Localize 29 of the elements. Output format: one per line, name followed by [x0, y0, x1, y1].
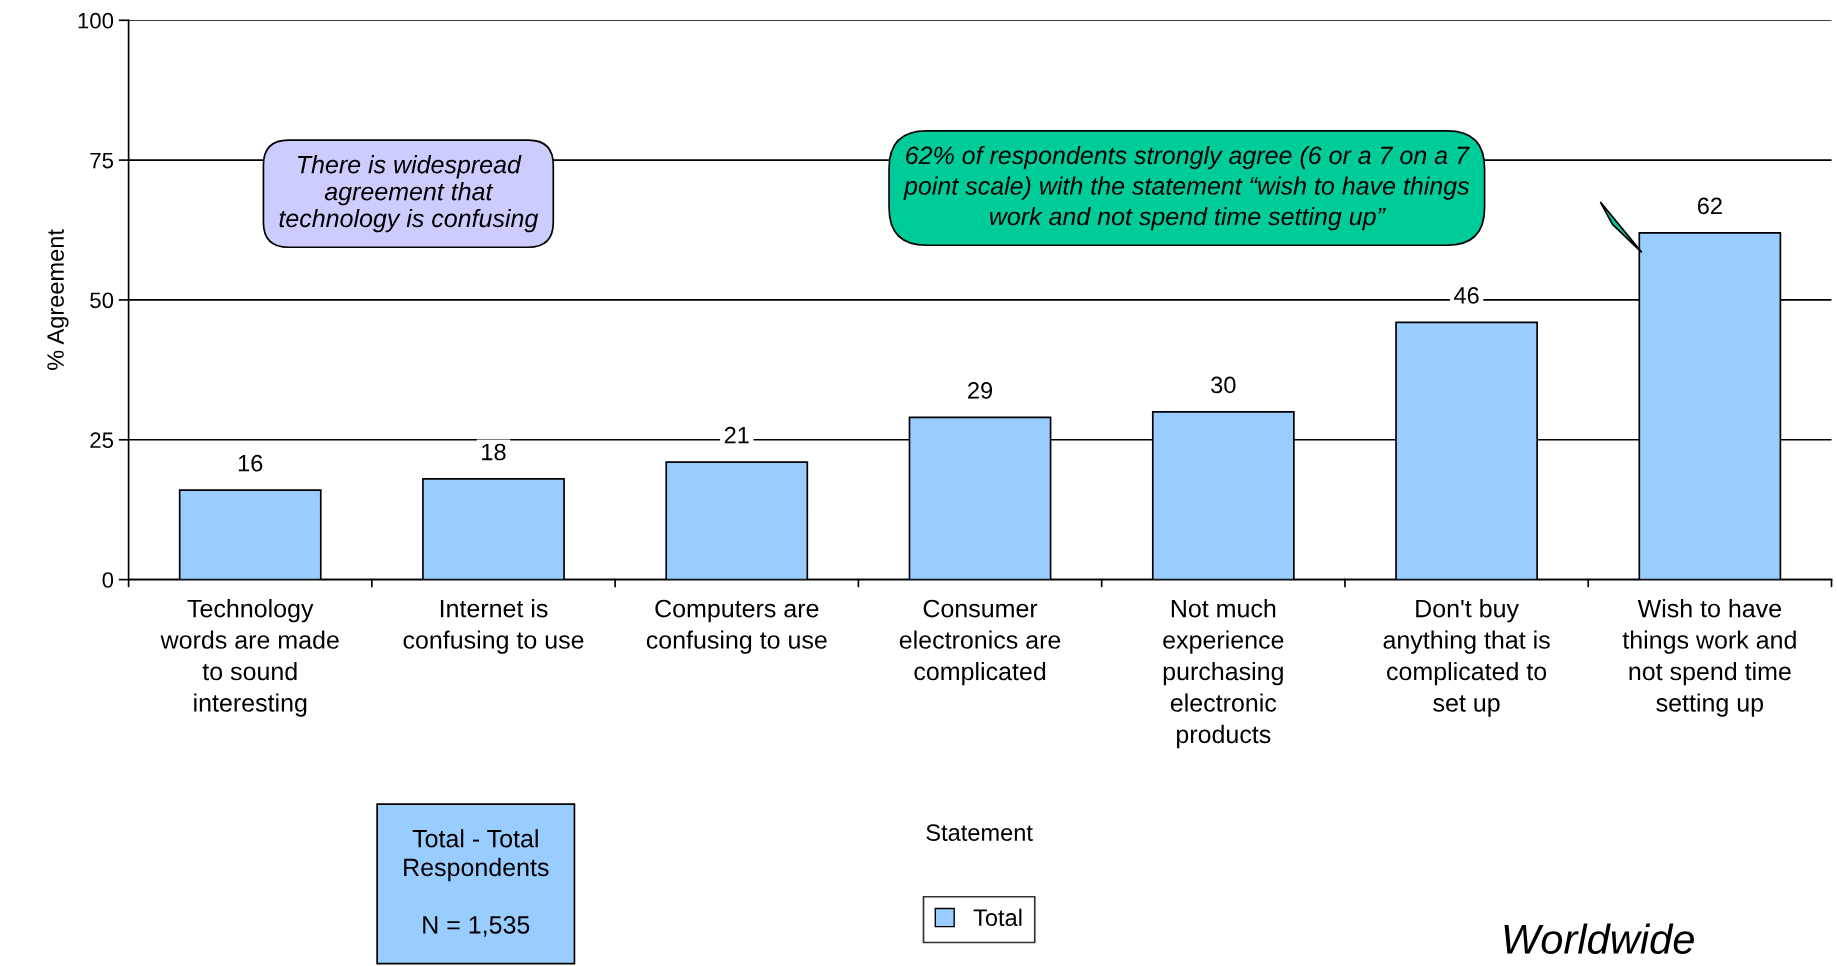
bar: [422, 478, 565, 580]
y-tick-label: 0: [102, 572, 114, 588]
y-tick-label: 50: [90, 292, 114, 309]
data-label: 46: [1453, 287, 1479, 304]
x-tick-label: Don't buy anything that is complicated to set up: [1383, 599, 1550, 717]
x-tick-label: Consumer electronics are complicated: [899, 599, 1061, 686]
bar: [665, 461, 809, 580]
y-tick-label: 25: [90, 432, 114, 449]
y-tick-label: 75: [90, 152, 114, 169]
y-tick-label: 100: [78, 12, 114, 29]
x-tick-label: Wish to have things work and not spend time setting up: [1622, 599, 1796, 717]
data-label: 16: [238, 454, 263, 472]
data-label: 21: [724, 426, 749, 444]
x-tick-label: Not much experience purchasing electronic products: [1163, 599, 1284, 749]
data-label: 30: [1211, 376, 1236, 394]
y-axis-title: % Agreement: [47, 229, 69, 370]
x-tick-label: Internet is confusing to use: [403, 599, 584, 654]
text: Total - Total Respondents N = 1,535: [404, 829, 549, 937]
annotation: 62% of respondents strongly agree (6 or a 7 on a 7 point scale) with the statement “wish to have things work and not spend time setting up”: [903, 145, 1470, 231]
data-label: 62: [1697, 197, 1722, 215]
bar: [178, 489, 322, 580]
legend-label: Total: [973, 908, 1022, 927]
x-tick-label: Computers are confusing to use: [646, 599, 827, 654]
data-label: 29: [968, 382, 993, 399]
x-axis-title: Statement: [926, 824, 1033, 841]
x-tick-label: Technology words are made to sound interesting: [160, 599, 339, 717]
text: Worldwide: [1504, 923, 1694, 955]
annotation: There is widespread agreement that technology is confusing: [279, 155, 539, 233]
data-label: 18: [482, 443, 506, 461]
